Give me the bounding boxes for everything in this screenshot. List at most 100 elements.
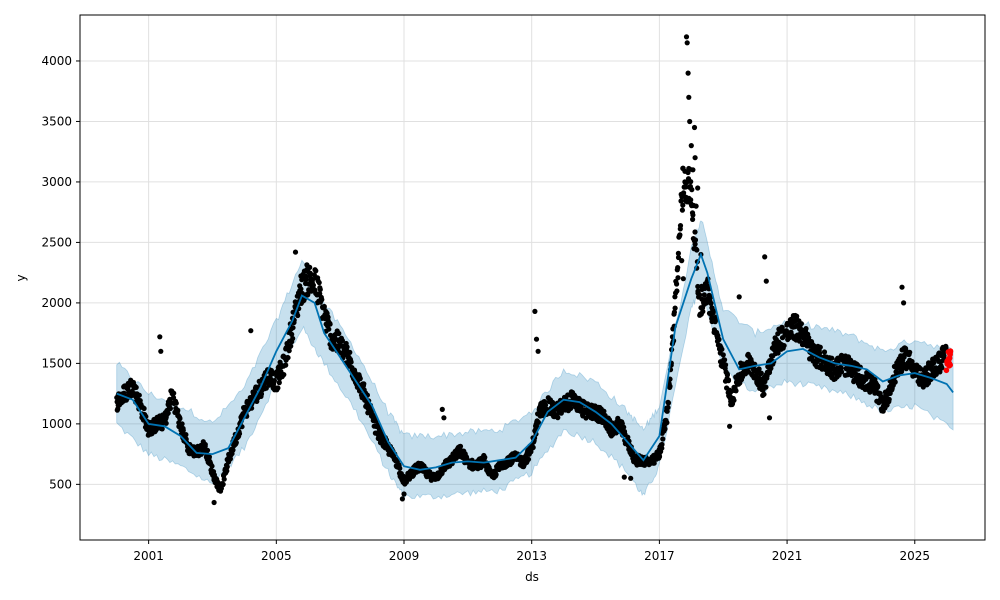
observed-point [761,391,767,397]
observed-point [141,405,147,412]
observed-point [236,431,243,437]
x-tick-label: 2009 [389,549,420,563]
observed-point [665,400,672,406]
observed-point [659,441,665,448]
observed-point [692,229,698,235]
observed-point [202,441,208,448]
observed-point [716,336,722,342]
observed-point [307,270,313,276]
observed-point [708,300,714,306]
observed-point [665,404,671,411]
observed-point [401,491,407,497]
observed-point [674,281,680,287]
observed-point [258,391,265,397]
observed-point [298,286,304,292]
observed-point [549,399,556,405]
observed-point [316,280,322,286]
observed-point [731,397,737,403]
observed-point [909,358,915,365]
observed-point [695,283,701,290]
observed-point [723,362,729,368]
observed-point [690,167,696,173]
observed-point [158,348,164,354]
observed-point [542,402,549,408]
observed-point [441,415,447,421]
observed-point [662,426,668,432]
observed-point [175,407,181,413]
forecast-trend-line [116,251,954,471]
observed-point [321,303,327,310]
observed-point [680,202,686,208]
observed-point [672,305,678,311]
observed-point [281,372,287,378]
observed-point [677,232,683,238]
observed-point [224,468,230,474]
observed-point [357,376,363,382]
observed-point [826,361,832,367]
observed-point [679,207,686,213]
observed-point [768,365,774,371]
observed-point [684,40,690,46]
observed-point [167,405,173,412]
observed-point [838,365,844,371]
observed-point [344,344,350,350]
observed-point [177,416,183,422]
observed-point [711,308,717,314]
observed-point [687,118,693,125]
observed-point [290,335,296,342]
y-tick-label: 1500 [41,356,72,370]
observed-point [295,312,301,319]
observed-point [695,185,701,191]
observed-point [688,143,694,149]
observed-point [886,396,892,402]
observed-point [691,124,698,131]
observed-point [532,308,538,314]
observed-point [939,365,945,371]
observed-point [276,380,282,386]
observed-point [727,423,733,429]
observed-point [555,415,561,421]
observed-point [937,369,943,375]
observed-point [817,344,823,350]
observed-point [892,379,898,385]
observed-point [664,420,670,426]
observed-point [206,454,212,460]
observed-point [829,355,835,361]
observed-point [230,447,236,453]
observed-point [133,384,139,390]
observed-point [625,434,631,440]
observed-point [179,421,185,427]
observed-point [811,343,817,349]
observed-point [136,392,142,398]
observed-points [114,34,949,506]
observed-point [313,268,319,274]
observed-point [839,369,845,375]
observed-point [680,276,686,282]
observed-point [763,278,769,284]
observed-point [660,436,666,442]
observed-point [327,321,333,327]
observed-point [794,313,800,319]
x-tick-label: 2013 [516,549,547,563]
observed-point [183,432,189,438]
observed-point [439,406,445,412]
observed-point [686,94,692,100]
observed-point [733,388,739,394]
observed-point [171,390,177,396]
observed-point [535,348,541,354]
observed-point [667,383,673,389]
observed-point [722,357,728,363]
x-tick-label: 2005 [261,549,292,563]
observed-point [692,155,698,161]
observed-point [224,464,230,470]
observed-point [775,350,781,356]
observed-point [692,241,698,247]
observed-point [307,264,313,270]
x-tick-label: 2025 [899,549,930,563]
observed-point [303,276,310,282]
x-axis-label: ds [525,570,539,584]
observed-point [724,372,731,378]
observed-point [248,328,254,334]
observed-point [533,336,540,342]
observed-point [285,355,291,361]
